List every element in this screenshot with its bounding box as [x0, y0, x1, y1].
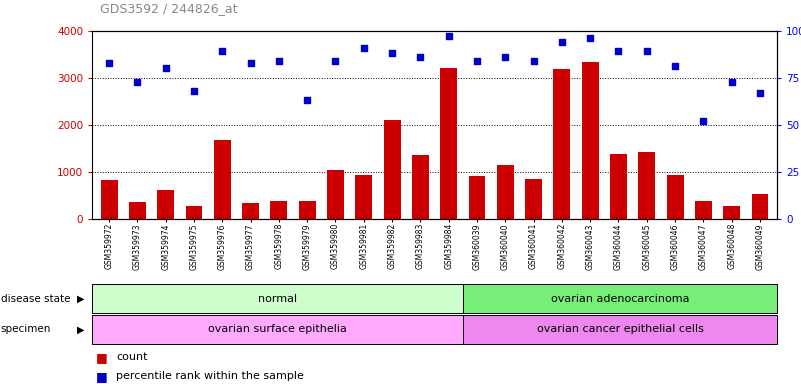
Point [527, 58, 540, 64]
Bar [327, 170, 344, 219]
Bar [384, 120, 400, 219]
Bar [497, 165, 513, 219]
Bar [92, 315, 463, 344]
Text: ovarian surface epithelia: ovarian surface epithelia [208, 324, 347, 334]
Bar [242, 204, 259, 219]
Point [301, 97, 314, 103]
Point [272, 58, 285, 64]
Text: ▶: ▶ [77, 293, 84, 304]
Text: ovarian cancer epithelial cells: ovarian cancer epithelial cells [537, 324, 703, 334]
Bar [463, 284, 777, 313]
Point [159, 65, 172, 71]
Bar [525, 179, 542, 219]
Point [244, 60, 257, 66]
Bar [751, 194, 768, 219]
Bar [214, 140, 231, 219]
Bar [695, 200, 712, 219]
Point [669, 63, 682, 70]
Point [584, 35, 597, 41]
Text: normal: normal [258, 293, 297, 304]
Bar [129, 202, 146, 219]
Bar [412, 156, 429, 219]
Bar [157, 190, 174, 219]
Text: ▶: ▶ [77, 324, 84, 334]
Bar [299, 202, 316, 219]
Point [555, 39, 568, 45]
Bar [469, 175, 485, 219]
Point [216, 48, 229, 55]
Point [442, 33, 455, 40]
Text: GDS3592 / 244826_at: GDS3592 / 244826_at [100, 2, 238, 15]
Text: ovarian adenocarcinoma: ovarian adenocarcinoma [551, 293, 690, 304]
Point [725, 78, 738, 84]
Bar [553, 69, 570, 219]
Text: specimen: specimen [1, 324, 51, 334]
Point [386, 50, 399, 56]
Bar [610, 154, 627, 219]
Bar [271, 201, 288, 219]
Point [499, 54, 512, 60]
Bar [186, 206, 203, 219]
Text: disease state: disease state [1, 293, 70, 304]
Bar [723, 206, 740, 219]
Bar [582, 62, 598, 219]
Bar [101, 180, 118, 219]
Text: ■: ■ [96, 370, 108, 383]
Point [187, 88, 200, 94]
Bar [356, 175, 372, 219]
Bar [92, 284, 463, 313]
Point [754, 90, 767, 96]
Point [612, 48, 625, 55]
Point [131, 78, 144, 84]
Point [357, 45, 370, 51]
Point [470, 58, 483, 64]
Text: count: count [116, 352, 147, 362]
Bar [666, 175, 683, 219]
Text: percentile rank within the sample: percentile rank within the sample [116, 371, 304, 381]
Bar [463, 315, 777, 344]
Bar [638, 152, 655, 219]
Point [414, 54, 427, 60]
Point [640, 48, 653, 55]
Point [329, 58, 342, 64]
Point [697, 118, 710, 124]
Point [103, 60, 115, 66]
Text: ■: ■ [96, 351, 108, 364]
Bar [441, 68, 457, 219]
